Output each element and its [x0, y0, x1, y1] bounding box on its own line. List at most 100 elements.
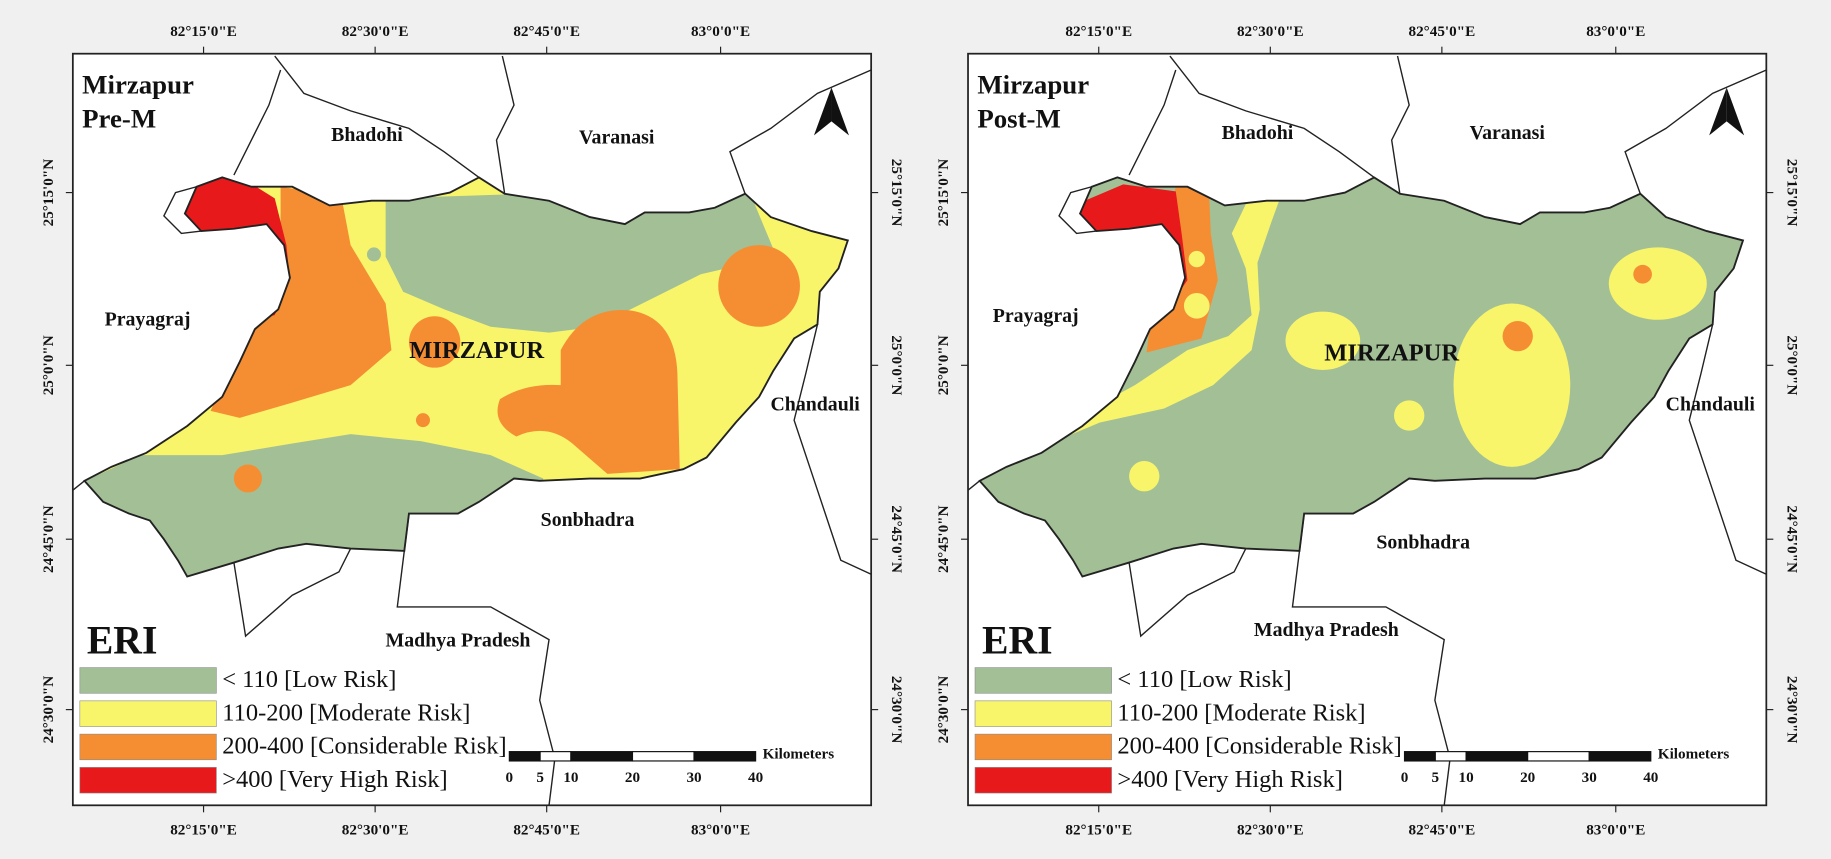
longitude-label: 82°30'0"E	[342, 821, 409, 838]
risk-zone	[718, 245, 800, 327]
latitude-label: 25°15'0"N	[1783, 159, 1800, 227]
map-subtitle: Pre-M	[82, 104, 156, 134]
scale-bar-label: 5	[1432, 769, 1440, 786]
region-label: Sonbhadra	[1376, 531, 1470, 553]
risk-zone	[979, 196, 1281, 491]
longitude-label: 82°45'0"E	[1409, 23, 1476, 40]
region-label: Madhya Pradesh	[386, 629, 531, 651]
latitude-label: 24°30'0"N	[1783, 676, 1800, 744]
scale-bar-segment	[631, 751, 695, 762]
risk-zone	[497, 310, 680, 474]
legend-label: < 110 [Low Risk]	[1117, 666, 1291, 693]
risk-zone	[1285, 311, 1361, 370]
boundary-line	[233, 69, 282, 176]
risk-zone	[979, 177, 1743, 577]
longitude-label: 82°15'0"E	[170, 821, 237, 838]
scale-bar-segment	[539, 751, 572, 762]
boundary-line	[793, 324, 872, 575]
latitude-label: 24°30'0"N	[40, 676, 57, 744]
latitude-label: 24°45'0"N	[888, 505, 905, 573]
risk-zone	[1188, 250, 1205, 268]
scale-bar-segment	[1527, 751, 1590, 762]
legend-swatch	[974, 667, 1112, 694]
boundary-line	[967, 480, 981, 491]
legend-label: >400 [Very High Risk]	[222, 766, 447, 793]
longitude-label: 83°0'0"E	[691, 821, 750, 838]
scale-bar-segment	[508, 751, 541, 762]
scale-bar-label: 5	[536, 769, 544, 786]
longitude-label: 82°45'0"E	[513, 23, 580, 40]
boundary-line	[1291, 513, 1451, 806]
region-label: Chandauli	[770, 394, 860, 416]
latitude-label: 24°45'0"N	[1783, 505, 1800, 573]
scale-bar-label: 30	[1582, 769, 1597, 786]
latitude-label: 25°0'0"N	[935, 335, 952, 395]
scale-bar-label: 10	[1459, 769, 1474, 786]
scale-bar-label: 0	[1401, 769, 1409, 786]
risk-zone	[1183, 292, 1210, 319]
region-label: Sonbhadra	[541, 509, 635, 531]
region-label: Varanasi	[579, 126, 655, 148]
scale-bar-segment	[1588, 751, 1652, 762]
legend-title: ERI	[982, 618, 1053, 662]
risk-zone	[1633, 264, 1652, 284]
scale-bar-segment	[1403, 751, 1436, 762]
boundary-line	[1128, 548, 1247, 638]
legend-swatch	[79, 767, 217, 794]
legend-swatch	[974, 767, 1112, 794]
risk-zone	[415, 413, 430, 428]
latitude-label: 25°0'0"N	[888, 335, 905, 395]
scale-bar-label: 40	[1643, 769, 1658, 786]
boundary-line	[495, 55, 515, 194]
legend-title: ERI	[87, 618, 158, 662]
boundary-line	[1058, 186, 1097, 235]
district-label: MIRZAPUR	[1324, 339, 1459, 366]
region-label: Bhadohi	[1222, 122, 1294, 144]
risk-zones	[84, 177, 800, 577]
latitude-label: 24°45'0"N	[40, 505, 57, 573]
boundary-line	[1169, 55, 1375, 178]
longitude-label: 83°0'0"E	[1586, 821, 1645, 838]
longitude-label: 82°30'0"E	[1237, 821, 1304, 838]
longitude-label: 82°45'0"E	[1409, 821, 1476, 838]
risk-zone	[385, 186, 777, 333]
scale-bar-label: 40	[748, 769, 763, 786]
scale-bar-label: 20	[1520, 769, 1535, 786]
region-label: Varanasi	[1470, 122, 1546, 144]
legend-swatch	[974, 733, 1112, 761]
map-panel: 82°15'0"E 82°15'0"E 82°30'0"E 82°30'0"E 82°4…	[935, 23, 1800, 838]
legend-swatch	[79, 700, 217, 727]
risk-zone	[1394, 400, 1425, 431]
boundary-line	[1688, 324, 1767, 575]
scale-bar-unit: Kilometers	[1658, 746, 1730, 763]
latitude-label: 25°15'0"N	[935, 159, 952, 227]
scale-bar-segment	[1465, 751, 1529, 762]
boundary-line	[1390, 55, 1410, 194]
scale-bar-label: 10	[563, 769, 578, 786]
map-subtitle: Post-M	[977, 104, 1060, 134]
legend-swatch	[79, 733, 217, 761]
north-arrow	[1726, 87, 1745, 136]
latitude-label: 25°0'0"N	[40, 335, 57, 395]
north-arrow	[1709, 87, 1727, 136]
map-title: Mirzapur	[977, 70, 1089, 100]
longitude-label: 82°45'0"E	[513, 821, 580, 838]
longitude-label: 83°0'0"E	[691, 23, 750, 40]
legend-label: >400 [Very High Risk]	[1117, 766, 1342, 793]
latitude-label: 25°0'0"N	[1783, 335, 1800, 395]
latitude-label: 25°15'0"N	[888, 159, 905, 227]
legend-label: 110-200 [Moderate Risk]	[222, 699, 470, 726]
risk-zone	[1453, 303, 1571, 467]
scale-bar-segment	[570, 751, 634, 762]
risk-zone	[1129, 461, 1160, 492]
latitude-label: 25°15'0"N	[40, 159, 57, 227]
map-title: Mirzapur	[82, 70, 194, 100]
boundary-line	[233, 548, 352, 638]
risk-zone	[233, 464, 262, 493]
boundary-line	[1128, 69, 1177, 176]
risk-zone	[1502, 320, 1533, 352]
legend-label: 200-400 [Considerable Risk]	[222, 733, 506, 760]
legend-label: 200-400 [Considerable Risk]	[1117, 733, 1401, 760]
